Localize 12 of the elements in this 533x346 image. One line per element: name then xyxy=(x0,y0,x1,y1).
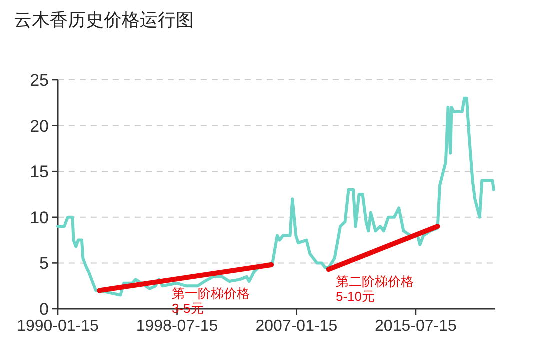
x-tick-label: 1990-01-15 xyxy=(17,318,100,335)
y-tick-label: 5 xyxy=(40,254,49,274)
x-tick-label: 1998-07-15 xyxy=(136,318,218,335)
y-tick-label: 0 xyxy=(40,300,49,319)
y-tick-label: 10 xyxy=(30,208,49,228)
x-tick-label: 2015-07-15 xyxy=(375,318,457,335)
chart-title: 云木香历史价格运行图 xyxy=(14,10,194,30)
y-tick-label: 25 xyxy=(30,71,49,90)
y-tick-label: 15 xyxy=(30,162,49,182)
x-tick-label: 2007-01-15 xyxy=(256,318,338,335)
annotation: 第二阶梯价格 5-10元 xyxy=(336,274,414,304)
y-tick-label: 20 xyxy=(30,116,49,136)
